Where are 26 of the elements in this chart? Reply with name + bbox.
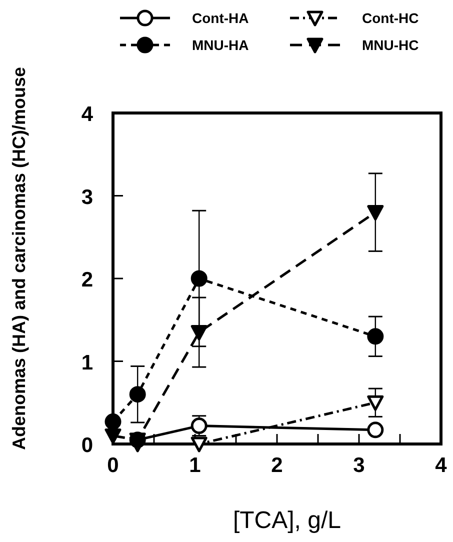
x-axis-title: [TCA], g/L (232, 507, 342, 534)
point (104, 428, 122, 444)
point (367, 205, 384, 221)
point (104, 413, 122, 430)
legend-label: Cont-HC (362, 10, 419, 26)
point (190, 436, 208, 452)
y-axis-title: Adenomas (HA) and carcinomas (HC)/mouse (9, 66, 29, 450)
y-tick-label: 4 (81, 103, 94, 126)
point (367, 422, 384, 438)
y-tick-label: 2 (81, 268, 93, 292)
point (367, 395, 384, 411)
x-tick-label: 3 (353, 454, 365, 477)
x-tick-label: 1 (189, 454, 202, 477)
x-tick-label: 2 (271, 454, 283, 477)
legend-label: MNU-HC (362, 37, 419, 53)
point (367, 328, 384, 345)
point (190, 270, 208, 287)
point (190, 325, 208, 341)
legend-label: MNU-HA (192, 37, 249, 53)
x-tick-label: 0 (107, 454, 119, 477)
legend-label: Cont-HA (192, 10, 249, 26)
y-tick-label: 1 (81, 351, 94, 374)
y-tick-label: 0 (81, 434, 93, 457)
point (129, 386, 146, 403)
x-tick-label: 4 (435, 454, 448, 477)
y-tick-label: 3 (81, 186, 93, 209)
